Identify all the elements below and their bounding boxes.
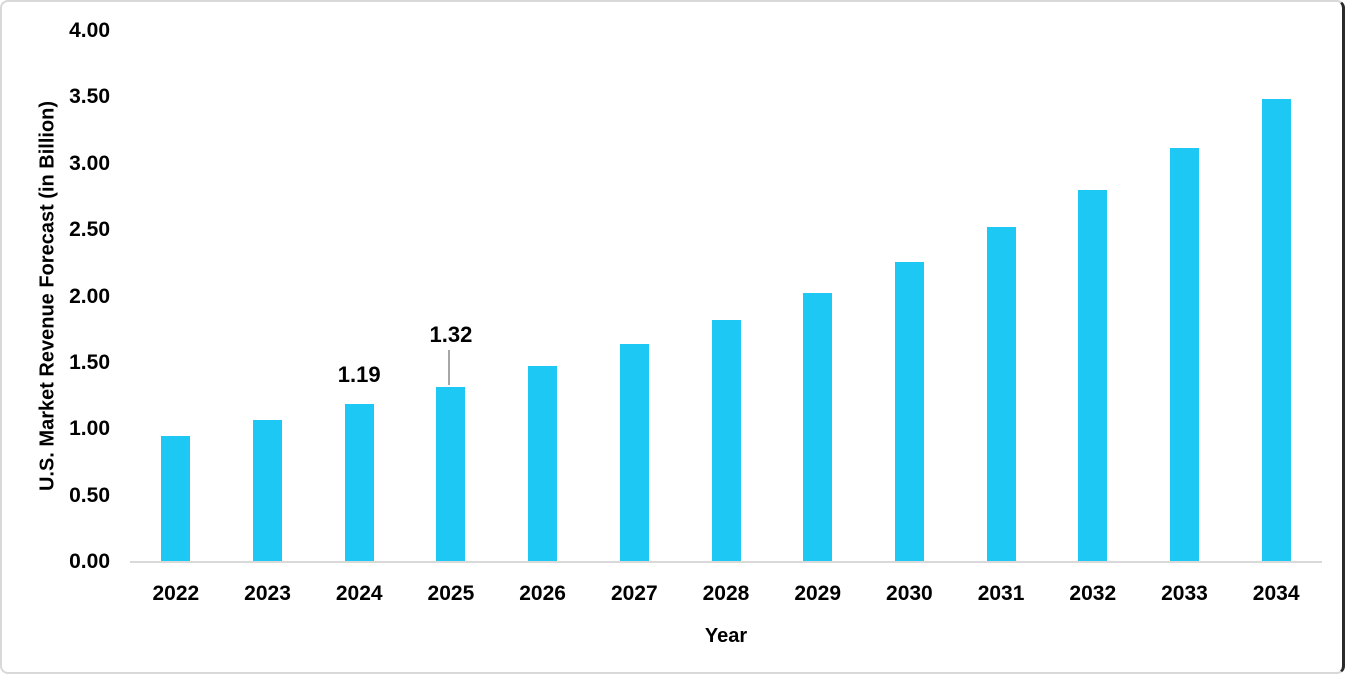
bar bbox=[619, 344, 649, 562]
bar bbox=[1078, 190, 1108, 562]
bar bbox=[986, 227, 1016, 562]
data-label: 1.19 bbox=[337, 362, 381, 388]
plot-area bbox=[130, 31, 1322, 562]
data-label: 1.32 bbox=[429, 321, 473, 347]
bar bbox=[1169, 147, 1199, 562]
y-tick-label: 0.00 bbox=[69, 550, 110, 573]
x-tick-label: 2033 bbox=[1161, 582, 1208, 605]
bar bbox=[528, 365, 558, 562]
x-tick-label: 2029 bbox=[794, 582, 842, 605]
y-tick-label: 2.00 bbox=[69, 284, 110, 308]
leader-line bbox=[447, 349, 450, 385]
x-axis-title: Year bbox=[704, 625, 748, 647]
x-tick-label: 2024 bbox=[335, 582, 383, 605]
x-tick-label: 2034 bbox=[1252, 582, 1300, 605]
y-tick-label: 0.50 bbox=[69, 483, 110, 507]
x-tick-label: 2022 bbox=[152, 582, 200, 605]
x-tick-label: 2031 bbox=[977, 582, 1025, 605]
y-tick-label: 3.50 bbox=[69, 85, 110, 109]
y-tick-label: 4.00 bbox=[69, 19, 110, 42]
x-axis-line bbox=[130, 561, 1322, 563]
y-tick-label: 1.50 bbox=[69, 350, 110, 374]
x-tick-label: 2030 bbox=[886, 582, 933, 605]
bar bbox=[344, 404, 374, 562]
x-tick-label: 2028 bbox=[702, 582, 750, 605]
x-tick-label: 2027 bbox=[610, 582, 658, 605]
bar bbox=[711, 320, 741, 562]
bar bbox=[161, 435, 191, 562]
bar bbox=[803, 292, 833, 562]
y-tick-label: 1.00 bbox=[69, 417, 110, 441]
x-tick-label: 2032 bbox=[1069, 582, 1117, 605]
x-tick-label: 2023 bbox=[244, 582, 291, 605]
x-tick-label: 2026 bbox=[519, 582, 566, 605]
bar bbox=[1261, 98, 1291, 562]
bar bbox=[894, 262, 924, 562]
y-tick-label: 3.00 bbox=[69, 151, 110, 175]
y-tick-label: 2.50 bbox=[69, 218, 110, 242]
bar bbox=[253, 419, 283, 562]
x-tick-label: 2025 bbox=[427, 582, 475, 605]
bar bbox=[436, 386, 466, 562]
